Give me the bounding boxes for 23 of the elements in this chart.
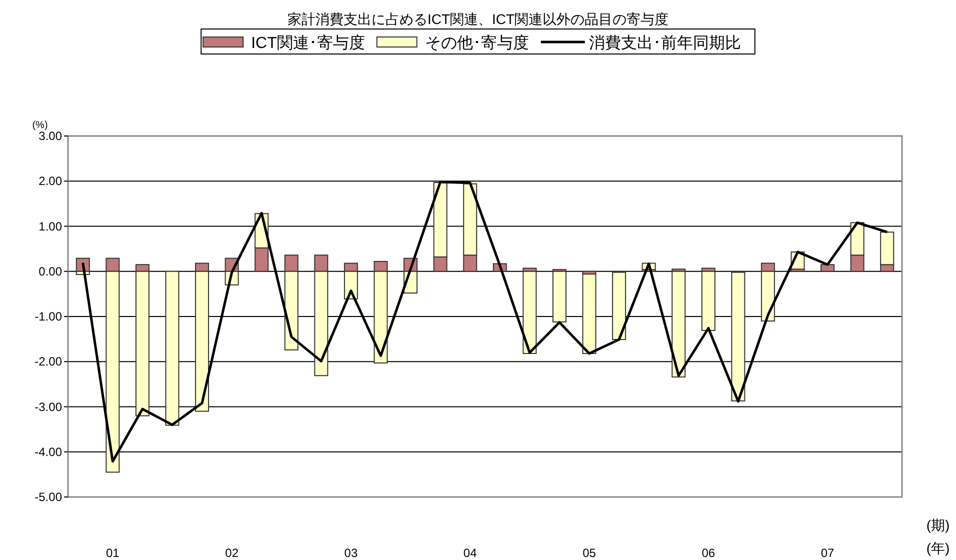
y-tick-label: -3.00 <box>34 400 62 414</box>
x-tick-label: 06 <box>702 546 716 560</box>
y-tick-label: 1.00 <box>38 219 62 234</box>
text: (期) <box>926 517 950 533</box>
x-tick-label: 03 <box>344 546 358 560</box>
y-tick-label: -5.00 <box>34 490 62 504</box>
x-tick-label: 07 <box>820 546 835 560</box>
legend-label: 消費支出･前年同期比 <box>588 34 741 52</box>
x-tick-label: 04 <box>463 546 478 560</box>
x-tick-label: 05 <box>582 546 596 560</box>
x-axis-title: (年) <box>926 540 950 556</box>
y-tick-label: -1.00 <box>34 310 62 324</box>
chart-title: 家計消費支出に占めるICT関連、ICT関連以外の品目の寄与度 <box>287 11 669 27</box>
y-axis-title: (%) <box>32 120 48 131</box>
legend-label: その他･寄与度 <box>424 34 529 52</box>
x-tick-label: 01 <box>106 546 120 560</box>
x-tick-label: 02 <box>225 546 239 560</box>
y-tick-label: 3.00 <box>38 129 62 143</box>
y-tick-label: -2.00 <box>34 354 62 369</box>
legend-label: ICT関連･寄与度 <box>251 34 365 52</box>
y-tick-label: 2.00 <box>38 174 62 188</box>
y-tick-label: 0.00 <box>38 264 62 278</box>
y-tick-label: -4.00 <box>34 444 62 459</box>
